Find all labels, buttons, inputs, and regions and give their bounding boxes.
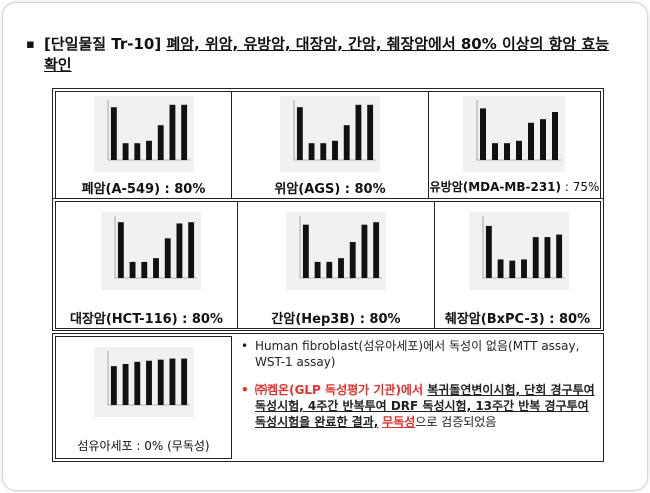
chart-bar xyxy=(153,258,159,278)
chart-hct116 xyxy=(101,212,201,290)
caption-ags: 위암(AGS) : 80% xyxy=(274,182,386,197)
chart-bar xyxy=(521,259,527,278)
note-2-red2: 무독성 xyxy=(382,415,416,429)
chart-bar xyxy=(141,261,148,278)
chart-bar xyxy=(181,104,188,160)
chart-bar xyxy=(122,143,129,160)
panel-hct116: 대장암(HCT-116) : 80% xyxy=(55,201,238,329)
heading-underlined: 폐암, 위암, 유방암, 대장암, 간암, 췌장암에서 80% 이상의 항암 효… xyxy=(44,35,610,74)
chart-bar xyxy=(556,234,563,278)
chart-bar xyxy=(302,224,309,278)
chart-bar xyxy=(480,108,486,160)
chart-bar xyxy=(157,359,164,405)
panel-bxpc3: 췌장암(BxPC-3) : 80% xyxy=(434,201,601,329)
chart-bar xyxy=(373,222,380,278)
panel-a549: 폐암(A-549) : 80% xyxy=(55,91,232,199)
caption-bxpc3: 췌장암(BxPC-3) : 80% xyxy=(444,312,591,327)
chart-bar xyxy=(308,143,315,160)
panel-fibroblast: 섬유아세포 : 0% (무독성) xyxy=(55,336,232,459)
chart-bar xyxy=(169,358,176,405)
chart-bar xyxy=(355,104,362,160)
chart-ags xyxy=(280,96,380,172)
note-2-bold: 복귀돌연변이시험, 단회 경구투여 독성시험, 4주간 반복투여 DRF 독성시… xyxy=(255,383,595,429)
note-2-red: ㈜켐온(GLP 독성평가 기관)에서 xyxy=(255,383,428,397)
chart-bar xyxy=(320,143,327,160)
chart-bar xyxy=(332,140,338,160)
chart-bar xyxy=(532,237,539,278)
notes: • Human fibroblast(섬유아세포)에서 독성이 없음(MTT a… xyxy=(241,338,601,442)
panel-mda: 유방암(MDA-MB-231) : 75% xyxy=(428,91,601,199)
note-item-1: • Human fibroblast(섬유아세포)에서 독성이 없음(MTT a… xyxy=(241,338,601,370)
chart-mda xyxy=(463,96,565,172)
chart-bar xyxy=(343,125,350,160)
chart-bar xyxy=(134,143,141,160)
chart-bar xyxy=(129,261,136,278)
chart-hep3b xyxy=(286,212,386,290)
chart-bar xyxy=(169,104,176,160)
chart-bar xyxy=(326,261,333,278)
chart-bar xyxy=(504,143,510,160)
note-1-text: Human fibroblast(섬유아세포)에서 독성이 없음(MTT ass… xyxy=(255,339,580,369)
chart-bxpc3 xyxy=(469,212,569,290)
chart-bar xyxy=(122,363,129,405)
caption-mda: 유방암(MDA-MB-231) : 75% xyxy=(429,178,600,195)
note-2-tail: 으로 검증되었음 xyxy=(415,415,497,429)
panel-ags: 위암(AGS) : 80% xyxy=(231,91,429,199)
chart-bar xyxy=(361,224,368,278)
chart-bar xyxy=(497,259,504,278)
heading-prefix: [단일물질 Tr-10] xyxy=(44,35,167,53)
chart-bar xyxy=(176,223,183,278)
chart-bar xyxy=(188,222,195,278)
chart-bar xyxy=(117,222,124,278)
chart-bar xyxy=(485,225,492,278)
chart-bar xyxy=(509,260,516,278)
panel-hep3b: 간암(Hep3B) : 80% xyxy=(237,201,435,329)
chart-bar xyxy=(134,361,141,405)
chart-bar xyxy=(540,119,546,160)
heading-bullet: ▪ xyxy=(26,37,35,52)
chart-bar xyxy=(110,107,117,160)
note-item-2: • ㈜켐온(GLP 독성평가 기관)에서 복귀돌연변이시험, 단회 경구투여 독… xyxy=(241,382,601,430)
chart-bar xyxy=(296,107,303,160)
caption-hct116: 대장암(HCT-116) : 80% xyxy=(69,312,224,327)
chart-bar xyxy=(492,143,498,160)
chart-bar xyxy=(110,366,117,405)
chart-bar xyxy=(314,261,321,278)
note-bullet-1: • xyxy=(241,339,249,353)
chart-bar xyxy=(544,237,551,278)
caption-fibroblast: 섬유아세포 : 0% (무독성) xyxy=(77,439,210,453)
note-bullet-2: • xyxy=(241,383,249,397)
caption-mda-rest: : 75% xyxy=(561,180,600,194)
chart-bar xyxy=(181,358,188,405)
chart-bar xyxy=(516,140,522,160)
chart-bar xyxy=(146,360,152,405)
chart-a549 xyxy=(94,96,194,172)
chart-bar xyxy=(552,112,558,160)
chart-bar xyxy=(146,140,152,160)
chart-bar xyxy=(157,125,164,160)
caption-a549: 폐암(A-549) : 80% xyxy=(81,182,206,197)
chart-bar xyxy=(164,238,171,278)
caption-mda-bold: 유방암(MDA-MB-231) xyxy=(429,180,562,194)
caption-hep3b: 간암(Hep3B) : 80% xyxy=(271,312,401,327)
page-heading: ▪ [단일물질 Tr-10] 폐암, 위암, 유방암, 대장암, 간암, 췌장암… xyxy=(26,34,614,76)
chart-bar xyxy=(528,122,534,160)
chart-bar xyxy=(367,104,374,160)
chart-fibroblast xyxy=(94,347,194,417)
chart-bar xyxy=(349,242,356,278)
chart-bar xyxy=(338,258,344,278)
